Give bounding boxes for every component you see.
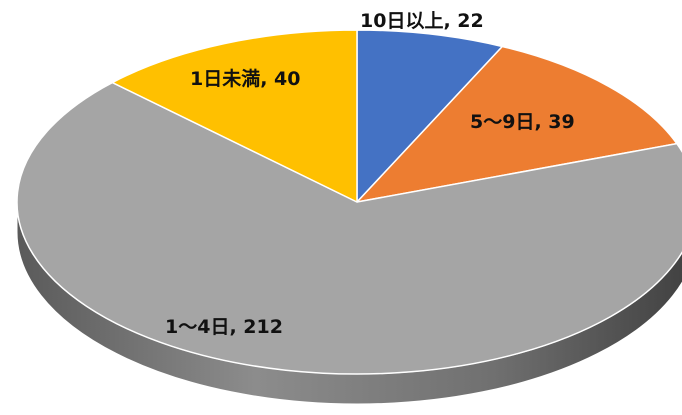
data-label: 10日以上, 22 [360,10,484,32]
data-label: 5〜9日, 39 [470,111,575,133]
pie-slices [16,29,682,375]
pie-slice [356,45,678,203]
data-label: 1〜4日, 212 [165,316,283,338]
pie-slice [111,29,358,203]
pie-slice [356,29,504,203]
data-label: 1日未満, 40 [190,67,301,90]
pie-slice [16,81,682,375]
data-labels: 10日以上, 22 5〜9日, 39 1〜4日, 212 1日未満, 40 [165,10,575,338]
